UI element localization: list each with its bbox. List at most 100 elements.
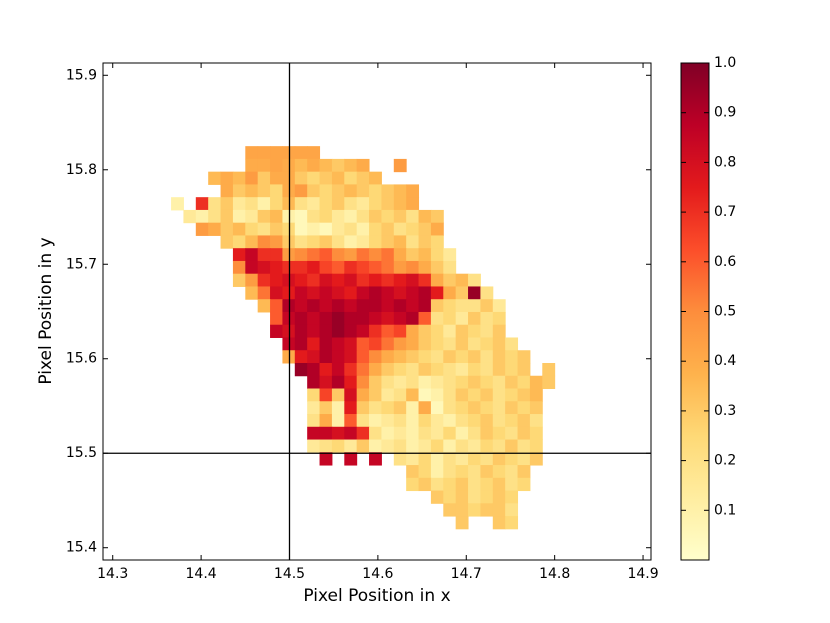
heat-cell (455, 401, 469, 415)
heat-cell (393, 401, 407, 415)
heat-cell (455, 273, 469, 287)
heat-cell (294, 260, 308, 275)
heat-cell (245, 158, 259, 173)
x-tick-label: 14.4 (186, 566, 217, 582)
heat-cell (381, 235, 395, 249)
heat-cell (430, 439, 444, 453)
heat-cell (430, 222, 444, 236)
heat-cell (406, 439, 420, 453)
y-axis-label: Pixel Position in y (36, 237, 56, 384)
heat-cell (319, 401, 333, 415)
heat-cell (430, 235, 444, 249)
heat-cell (245, 222, 259, 236)
heat-cell (480, 299, 494, 313)
heat-cell (505, 362, 519, 377)
heat-cell (430, 324, 444, 338)
heat-cell (406, 235, 420, 249)
heat-cell (319, 452, 333, 466)
heat-cell (245, 286, 259, 300)
heat-cell (369, 209, 382, 224)
heat-cell (344, 375, 358, 390)
y-tick-label: 15.4 (66, 540, 97, 556)
heat-cell (294, 299, 308, 313)
heat-cell (480, 375, 494, 390)
heat-cell (232, 248, 246, 262)
heat-cell (319, 273, 333, 287)
heat-cell (270, 197, 283, 211)
heat-cell (294, 248, 308, 262)
heat-cell (319, 324, 333, 338)
heat-cell (480, 477, 494, 492)
heat-cell (418, 414, 432, 428)
heat-cell (331, 158, 345, 173)
heat-cell (307, 311, 321, 326)
heat-cell (294, 222, 308, 236)
heat-cell (331, 311, 345, 326)
heat-cell (492, 477, 506, 492)
heat-cell (443, 401, 457, 415)
heat-cell (468, 503, 481, 517)
heat-cell (455, 324, 469, 338)
heat-cell (393, 286, 407, 300)
heat-cell (245, 235, 259, 249)
heat-cell (480, 465, 494, 479)
heat-cell (307, 197, 321, 211)
heat-cell (443, 477, 457, 492)
heat-cell (455, 388, 469, 402)
heat-cell (208, 197, 222, 211)
heat-cell (369, 414, 382, 428)
heat-cell (381, 362, 395, 377)
heat-cell (356, 350, 370, 364)
heat-cell (480, 388, 494, 402)
heat-cell (369, 248, 382, 262)
heat-cell (232, 235, 246, 249)
heat-cell (356, 426, 370, 441)
heat-cell (356, 158, 370, 173)
heat-cell (505, 503, 519, 517)
heat-cell (468, 311, 481, 326)
heat-cell (319, 362, 333, 377)
heat-cell (344, 362, 358, 377)
heat-cell (369, 362, 382, 377)
heat-cell (369, 452, 382, 466)
heat-cell (455, 452, 469, 466)
heat-cell (381, 222, 395, 236)
heat-cell (393, 350, 407, 364)
x-tick-label: 14.9 (627, 566, 658, 582)
heat-cell (443, 426, 457, 441)
heat-cell (294, 197, 308, 211)
heat-cell (344, 197, 358, 211)
heat-cell (307, 273, 321, 287)
heat-cell (418, 337, 432, 351)
heat-cell (492, 311, 506, 326)
colorbar-tick-label: 0.2 (714, 453, 736, 469)
heat-cell (517, 388, 531, 402)
heat-cell (319, 337, 333, 351)
heat-cell (418, 299, 432, 313)
heat-cell (307, 337, 321, 351)
heat-cell (183, 209, 197, 224)
heat-cell (393, 299, 407, 313)
heat-cell (492, 414, 506, 428)
heat-cell (406, 286, 420, 300)
heat-cell (220, 197, 234, 211)
heat-cell (430, 311, 444, 326)
heat-cell (393, 375, 407, 390)
heat-cell (344, 235, 358, 249)
heat-cell (468, 414, 481, 428)
heat-cell (381, 197, 395, 211)
heat-cell (468, 324, 481, 338)
heat-cell (418, 235, 432, 249)
heat-cell (344, 350, 358, 364)
heat-cell (468, 350, 481, 364)
heat-cell (430, 273, 444, 287)
heat-cell (307, 209, 321, 224)
heat-cell (232, 171, 246, 185)
heat-cell (331, 324, 345, 338)
heat-cell (356, 171, 370, 185)
heat-cell (369, 401, 382, 415)
heat-cell (356, 311, 370, 326)
heat-cell (369, 299, 382, 313)
heat-cell (381, 414, 395, 428)
heat-cell (418, 324, 432, 338)
